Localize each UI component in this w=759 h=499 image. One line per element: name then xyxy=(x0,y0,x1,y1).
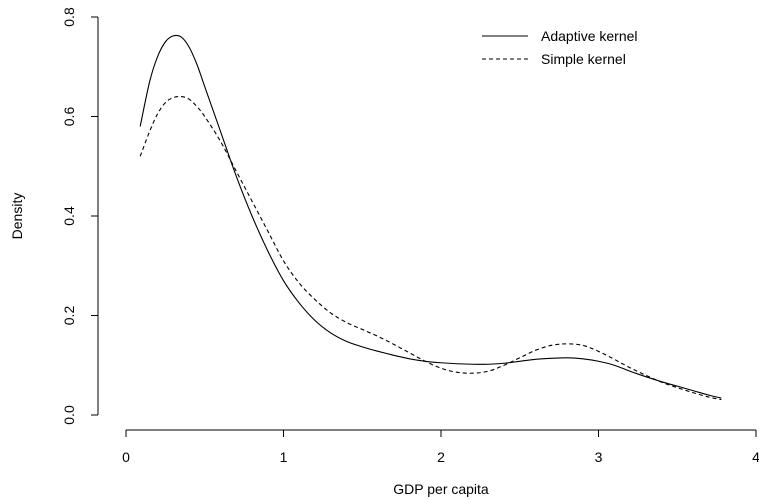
y-tick-label: 0.6 xyxy=(61,107,77,127)
x-tick-label: 0 xyxy=(122,449,130,465)
y-tick-label: 0.4 xyxy=(61,206,77,226)
series-line-simple-kernel xyxy=(139,95,722,401)
y-axis-ticks: 0.0 0.2 0.4 0.6 0.8 xyxy=(61,7,98,425)
x-tick-label: 2 xyxy=(437,449,445,465)
legend: Adaptive kernel Simple kernel xyxy=(482,28,638,67)
series-line-adaptive-kernel xyxy=(139,34,722,399)
y-tick-label: 0.8 xyxy=(61,7,77,27)
x-tick-label: 3 xyxy=(595,449,603,465)
y-tick-label: 0.2 xyxy=(61,306,77,326)
plot-lines xyxy=(139,34,722,401)
x-axis-ticks: 0 1 2 3 4 xyxy=(122,430,759,465)
legend-label-simple: Simple kernel xyxy=(541,51,626,67)
y-axis-label: Density xyxy=(9,193,25,240)
x-axis-label: GDP per capita xyxy=(393,481,489,497)
y-tick-label: 0.0 xyxy=(61,405,77,425)
x-tick-label: 1 xyxy=(280,449,288,465)
x-tick-label: 4 xyxy=(752,449,759,465)
legend-label-adaptive: Adaptive kernel xyxy=(541,28,638,44)
